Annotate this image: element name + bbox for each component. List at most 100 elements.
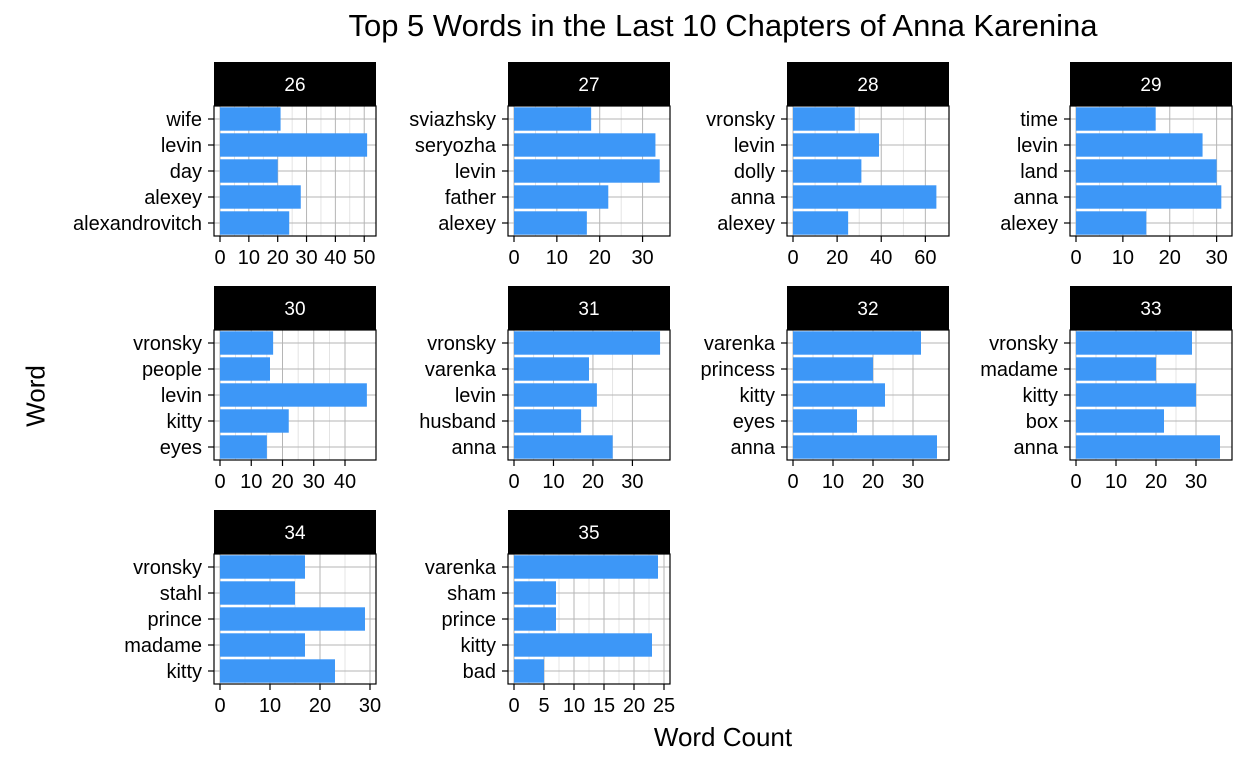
y-tick-label: people: [142, 359, 202, 381]
bar-alexey: [220, 185, 301, 209]
y-tick-label: prince: [442, 609, 496, 631]
bar-madame: [220, 633, 305, 657]
y-tick-label: levin: [455, 385, 496, 407]
bar-stahl: [220, 581, 295, 605]
bar-dolly: [793, 159, 862, 183]
bar-princess: [793, 357, 873, 381]
x-tick-label: 0: [214, 695, 225, 717]
x-tick-label: 10: [240, 471, 262, 493]
facet-strip: [508, 510, 670, 554]
bar-anna: [1076, 185, 1222, 209]
x-tick-label: 30: [1206, 247, 1228, 269]
bar-kitty: [220, 409, 289, 433]
y-tick-label: levin: [455, 161, 496, 183]
y-tick-label: madame: [980, 359, 1058, 381]
facet-panel-34: 34 vronsky stahl prince madame kitty 0 10 20 30: [124, 510, 381, 717]
y-tick-label: father: [445, 187, 496, 209]
x-tick-label: 20: [862, 471, 884, 493]
x-tick-label: 20: [623, 695, 645, 717]
bar-alexey: [793, 211, 849, 235]
y-tick-label: vronsky: [706, 109, 775, 131]
bar-alexandrovitch: [220, 211, 290, 235]
y-tick-label: stahl: [160, 583, 202, 605]
bar-eyes: [793, 409, 857, 433]
y-tick-label: vronsky: [133, 557, 202, 579]
x-tick-label: 10: [1105, 471, 1127, 493]
bar-kitty: [220, 659, 335, 683]
x-tick-label: 20: [826, 247, 848, 269]
y-tick-label: eyes: [733, 411, 775, 433]
bar-prince: [220, 607, 365, 631]
y-tick-label: wife: [165, 109, 202, 131]
bar-vronsky: [793, 107, 855, 131]
y-tick-label: sviazhsky: [409, 109, 496, 131]
facet-panel-32: 32 varenka princess kitty eyes anna 0 10 20 30: [701, 286, 950, 493]
bar-levin: [220, 133, 368, 157]
bar-levin: [514, 159, 660, 183]
x-tick-label: 30: [902, 471, 924, 493]
facet-strip-label: 26: [284, 75, 305, 96]
bar-eyes: [220, 435, 267, 459]
x-tick-label: 0: [508, 471, 519, 493]
bar-bad: [514, 659, 544, 683]
bar-kitty: [793, 383, 885, 407]
x-tick-label: 20: [309, 695, 331, 717]
y-tick-label: alexey: [717, 213, 775, 235]
y-tick-label: time: [1020, 109, 1058, 131]
facet-panel-33: 33 vronsky madame kitty box anna 0 10 20 30: [980, 286, 1233, 493]
bar-kitty: [514, 633, 652, 657]
facet-panel-28: 28 vronsky levin dolly anna alexey 0 20 40 60: [706, 62, 950, 269]
y-tick-label: varenka: [425, 359, 497, 381]
x-tick-label: 30: [295, 247, 317, 269]
bar-seryozha: [514, 133, 656, 157]
bar-vronsky: [514, 331, 661, 355]
bar-land: [1076, 159, 1217, 183]
x-tick-label: 20: [1145, 471, 1167, 493]
y-tick-label: alexey: [144, 187, 202, 209]
bar-levin: [793, 133, 880, 157]
bar-husband: [514, 409, 582, 433]
x-tick-label: 0: [508, 695, 519, 717]
facet-strip: [1070, 62, 1232, 106]
y-tick-label: kitty: [1022, 385, 1058, 407]
bar-prince: [514, 607, 556, 631]
y-tick-label: madame: [124, 635, 202, 657]
y-tick-label: vronsky: [989, 333, 1058, 355]
x-tick-label: 40: [324, 247, 346, 269]
y-tick-label: husband: [419, 411, 496, 433]
y-tick-label: levin: [1017, 135, 1058, 157]
facet-strip: [214, 510, 376, 554]
y-tick-label: kitty: [166, 411, 202, 433]
bar-levin: [514, 383, 597, 407]
x-tick-label: 30: [621, 471, 643, 493]
y-tick-label: prince: [148, 609, 202, 631]
bar-vronsky: [220, 555, 305, 579]
y-tick-label: alexey: [438, 213, 496, 235]
y-tick-label: eyes: [160, 437, 202, 459]
x-tick-label: 10: [542, 471, 564, 493]
chart-title: Top 5 Words in the Last 10 Chapters of A…: [348, 8, 1098, 43]
x-tick-label: 30: [1185, 471, 1207, 493]
bar-day: [220, 159, 278, 183]
x-tick-label: 30: [359, 695, 381, 717]
y-tick-label: seryozha: [415, 135, 497, 157]
x-tick-label: 20: [267, 247, 289, 269]
y-tick-label: levin: [734, 135, 775, 157]
bar-people: [220, 357, 270, 381]
y-tick-label: anna: [1014, 187, 1059, 209]
x-tick-label: 10: [563, 695, 585, 717]
facet-panel-31: 31 vronsky varenka levin husband anna 0 10 20 30: [419, 286, 671, 493]
x-tick-label: 10: [238, 247, 260, 269]
x-tick-label: 10: [1112, 247, 1134, 269]
facet-panel-30: 30 vronsky people levin kitty eyes 0 10 20 30 40: [133, 286, 377, 493]
y-tick-label: levin: [161, 385, 202, 407]
y-tick-label: anna: [731, 187, 776, 209]
y-tick-label: varenka: [425, 557, 497, 579]
bar-varenka: [514, 357, 589, 381]
y-tick-label: vronsky: [427, 333, 496, 355]
x-tick-label: 20: [1159, 247, 1181, 269]
bar-anna: [793, 185, 937, 209]
facet-panel-29: 29 time levin land anna alexey 0 10 20 30: [1000, 62, 1233, 269]
y-tick-label: alexandrovitch: [73, 213, 202, 235]
